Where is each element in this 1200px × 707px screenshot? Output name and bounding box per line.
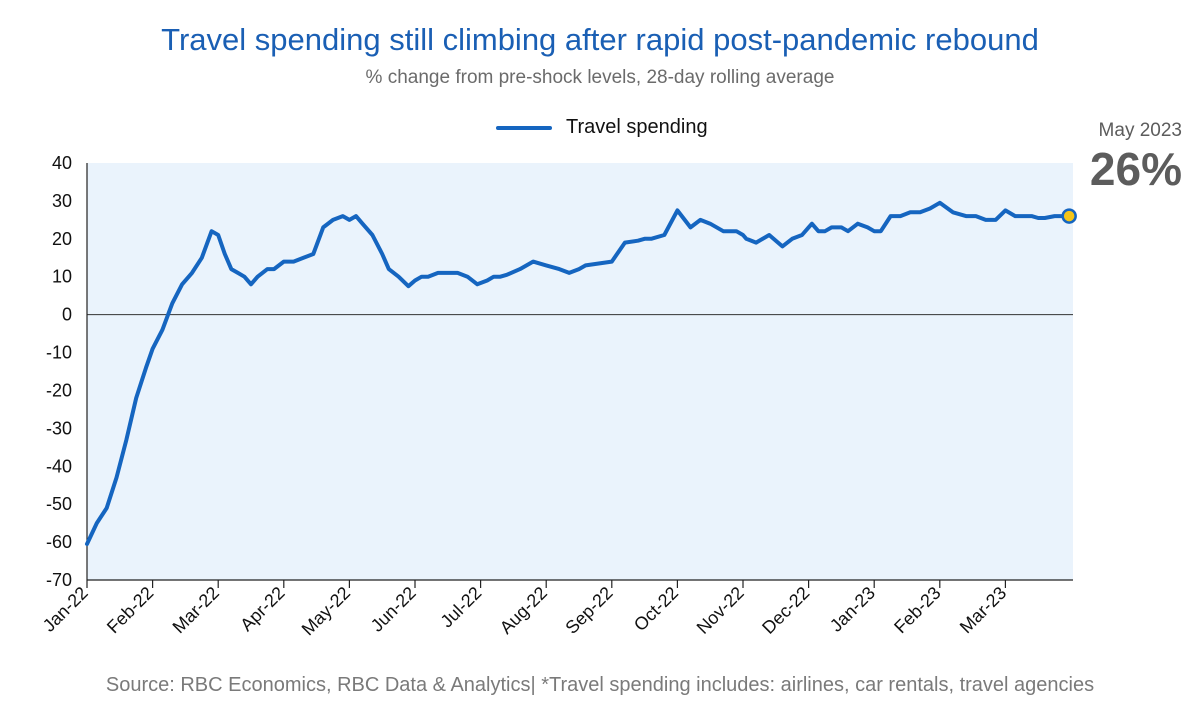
x-tick-label: May-22: [298, 583, 355, 640]
y-tick-label: -70: [46, 570, 72, 590]
y-tick-label: 30: [52, 191, 72, 211]
x-tick-label: Mar-23: [956, 583, 1010, 637]
y-tick-label: -20: [46, 380, 72, 400]
source-note: Source: RBC Economics, RBC Data & Analyt…: [105, 674, 1095, 696]
y-tick-label: 20: [52, 229, 72, 249]
y-tick-label: -40: [46, 456, 72, 476]
y-tick-label: 0: [62, 305, 72, 325]
chart-subtitle: % change from pre-shock levels, 28-day r…: [365, 67, 835, 88]
x-tick-label: Apr-22: [236, 583, 288, 635]
x-tick-label: Nov-22: [693, 583, 748, 638]
x-tick-label: Feb-22: [103, 583, 157, 637]
series-line-travel-spending: [85, 200, 1064, 546]
y-tick-label: -50: [46, 494, 72, 514]
y-tick-label: -30: [46, 418, 72, 438]
latest-value-marker: [1061, 208, 1077, 224]
chart-title: Travel spending still climbing after rap…: [161, 22, 1039, 57]
legend-label-travel-spending: Travel spending: [566, 116, 708, 138]
x-tick-label: Oct-22: [630, 583, 682, 635]
plot-area: [87, 163, 1073, 580]
y-tick-label: -60: [46, 532, 72, 552]
y-tick-label: 10: [52, 267, 72, 287]
callout-date: May 2023: [1098, 120, 1182, 141]
x-tick-label: Aug-22: [496, 583, 551, 638]
legend-swatch-travel-spending: [496, 125, 552, 130]
x-tick-label: Mar-22: [169, 583, 223, 637]
x-tick-label: Feb-23: [890, 583, 944, 637]
y-tick-label: -10: [46, 343, 72, 363]
x-tick-label: Jan-23: [826, 583, 879, 636]
x-tick-label: Jul-22: [437, 583, 486, 632]
chart-legend: Travel spending: [496, 116, 708, 139]
x-tick-label: Dec-22: [758, 583, 813, 638]
x-tick-label: Jun-22: [367, 583, 420, 636]
x-tick-label: Sep-22: [561, 583, 616, 638]
callout-value: 26%: [1089, 143, 1182, 195]
y-tick-label: 40: [52, 153, 72, 173]
x-tick-label: Jan-22: [39, 583, 92, 636]
